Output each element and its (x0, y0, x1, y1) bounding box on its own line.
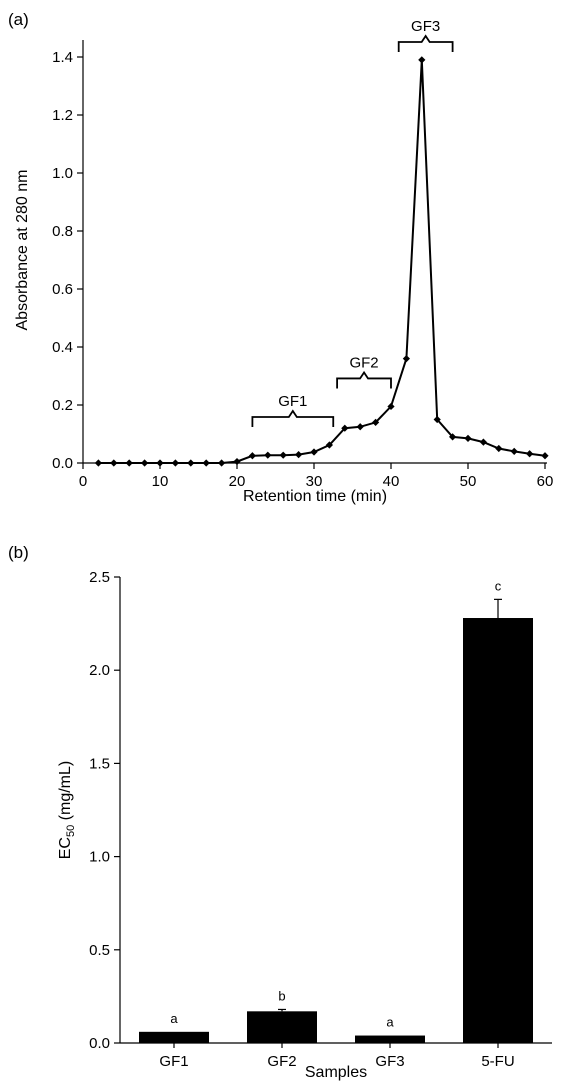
chart-b-y-tick-label: 0.5 (89, 942, 110, 959)
chart-b-bar-group-gf2: b (247, 988, 317, 1043)
chart-a-data-point (125, 459, 133, 467)
chart-b-y-tick-label: 2.5 (89, 569, 110, 586)
chart-a-fraction-label: GF1 (278, 393, 307, 410)
chart-b-bar (355, 1035, 425, 1043)
chart-a-fraction-bracket (251, 409, 335, 428)
chart-a-fraction-gf3: GF3 (397, 18, 454, 52)
chart-b-x-tick-label: 5-FU (481, 1053, 514, 1070)
chart-b-bars: a b a c (139, 578, 533, 1043)
chart-b-y-label-main: EC (57, 837, 74, 859)
chart-b-x-tick-label: GF1 (159, 1053, 188, 1070)
chart-a-series-line (98, 59, 546, 464)
chart-a-data-point (187, 459, 195, 467)
chart-a-y-tick-label: 0.4 (52, 339, 73, 356)
panel-label-b: (b) (8, 543, 29, 562)
chart-a-data-point (248, 452, 256, 460)
chart-b-x-label: Samples (305, 1064, 367, 1081)
panel-label-a: (a) (8, 10, 29, 29)
chart-a-data-point (464, 434, 472, 442)
chart-a-data-point (156, 459, 164, 467)
chart-a-data-point (541, 452, 549, 460)
chart-a-y-tick-label: 0.2 (52, 397, 73, 414)
chart-b-bar (247, 1011, 317, 1043)
chart-a-data-point (264, 451, 272, 459)
chart-a-fraction-gf1: GF1 (251, 393, 335, 428)
chart-a-data-point (141, 459, 149, 467)
chart-b-y-ticks: 0.0 0.5 1.0 1.5 2.0 2.5 (89, 569, 120, 1052)
chart-a-x-ticks: 0 10 20 30 40 50 60 (79, 463, 554, 490)
chart-a-y-label: Absorbance at 280 nm (14, 170, 31, 331)
chart-b-y-label-unit: (mg/mL) (57, 761, 74, 821)
chart-a-fraction-label: GF3 (411, 18, 440, 35)
chart-a-data-point (341, 424, 349, 432)
chart-b-bar-group-gf1: a (139, 1011, 209, 1043)
chart-b: (b) 0.0 0.5 1.0 1.5 2.0 2.5 a b a c GF1 GF2 GF3 5-F… (8, 543, 552, 1081)
chart-a-x-tick-label: 10 (152, 473, 169, 490)
chart-a-data-point (510, 447, 518, 455)
chart-a-data-point (295, 450, 303, 459)
chart-b-y-label-sub: 50 (65, 825, 77, 837)
chart-a-data-point (433, 415, 441, 424)
chart-b-bar (463, 618, 533, 1043)
chart-b-significance-label: a (170, 1011, 178, 1026)
chart-a-data-point (310, 448, 318, 456)
chart-a-y-tick-label: 0.6 (52, 281, 73, 298)
chart-a-data-point (218, 459, 226, 467)
chart-a-data-point (418, 56, 426, 64)
chart-a-fraction-brackets: GF1 GF2 GF3 (251, 18, 454, 428)
chart-b-x-tick-label: GF2 (267, 1053, 296, 1070)
chart-b-bar (139, 1031, 209, 1043)
chart-b-x-ticks: GF1 GF2 GF3 5-FU (159, 1043, 515, 1070)
chart-a-y-tick-label: 1.2 (52, 107, 73, 124)
chart-a-points (94, 56, 549, 467)
chart-a-data-point (479, 438, 487, 446)
chart-a-x-tick-label: 60 (537, 473, 554, 490)
chart-a-y-ticks: 0.0 0.2 0.4 0.6 0.8 1.0 1.2 1.4 (52, 49, 83, 472)
chart-b-x-tick-label: GF3 (375, 1053, 404, 1070)
chart-b-y-tick-label: 0.0 (89, 1035, 110, 1052)
chart-a-data-point (94, 459, 102, 467)
chart-b-bar-group-gf3: a (355, 1015, 425, 1043)
chart-b-significance-label: a (386, 1015, 394, 1030)
chart-a-fraction-bracket (336, 370, 392, 389)
chart-a-data-point (110, 459, 118, 467)
chart-b-significance-label: c (495, 578, 502, 593)
chart-a-data-point (449, 433, 457, 441)
chart-a-y-tick-label: 0.0 (52, 455, 73, 472)
chart-a-data-point (325, 441, 333, 449)
chart-b-y-label: EC50 (mg/mL) (57, 761, 77, 860)
chart-a-data-point (402, 355, 410, 363)
chart-a-x-tick-label: 50 (460, 473, 477, 490)
chart-a-y-tick-label: 1.0 (52, 165, 73, 182)
chart-a-data-point (279, 451, 287, 459)
chart-a-data-point (495, 444, 503, 453)
chart-a-x-label: Retention time (min) (243, 488, 387, 505)
chart-a-data-point (526, 450, 534, 458)
chart-a-data-point (171, 459, 179, 467)
chart-a-data-point (387, 402, 395, 411)
chart-a-data-point (356, 423, 364, 431)
chart-a-x-tick-label: 30 (306, 473, 323, 490)
chart-a-data-point (233, 457, 241, 466)
chart-a-x-tick-label: 20 (229, 473, 246, 490)
chart-a-fraction-label: GF2 (349, 354, 378, 371)
chart-a-y-tick-label: 0.8 (52, 223, 73, 240)
chart-b-significance-label: b (278, 988, 285, 1003)
chart-a-data-point (202, 459, 210, 467)
chart-b-y-tick-label: 1.5 (89, 755, 110, 772)
chart-a-x-tick-label: 40 (383, 473, 400, 490)
chart-a-x-tick-label: 0 (79, 473, 87, 490)
chart-b-bar-group-5-fu: c (463, 578, 533, 1043)
chart-a-y-tick-label: 1.4 (52, 49, 73, 66)
chart-b-y-tick-label: 2.0 (89, 662, 110, 679)
chart-a-data-point (372, 418, 380, 426)
chart-a-fraction-bracket (397, 34, 454, 52)
chart-a-fraction-gf2: GF2 (336, 354, 392, 389)
chart-b-y-tick-label: 1.0 (89, 849, 110, 866)
chart-a: (a) 0.0 0.2 0.4 0.6 0.8 1.0 1.2 1.4 0 10 20 30 40 50… (8, 10, 553, 505)
